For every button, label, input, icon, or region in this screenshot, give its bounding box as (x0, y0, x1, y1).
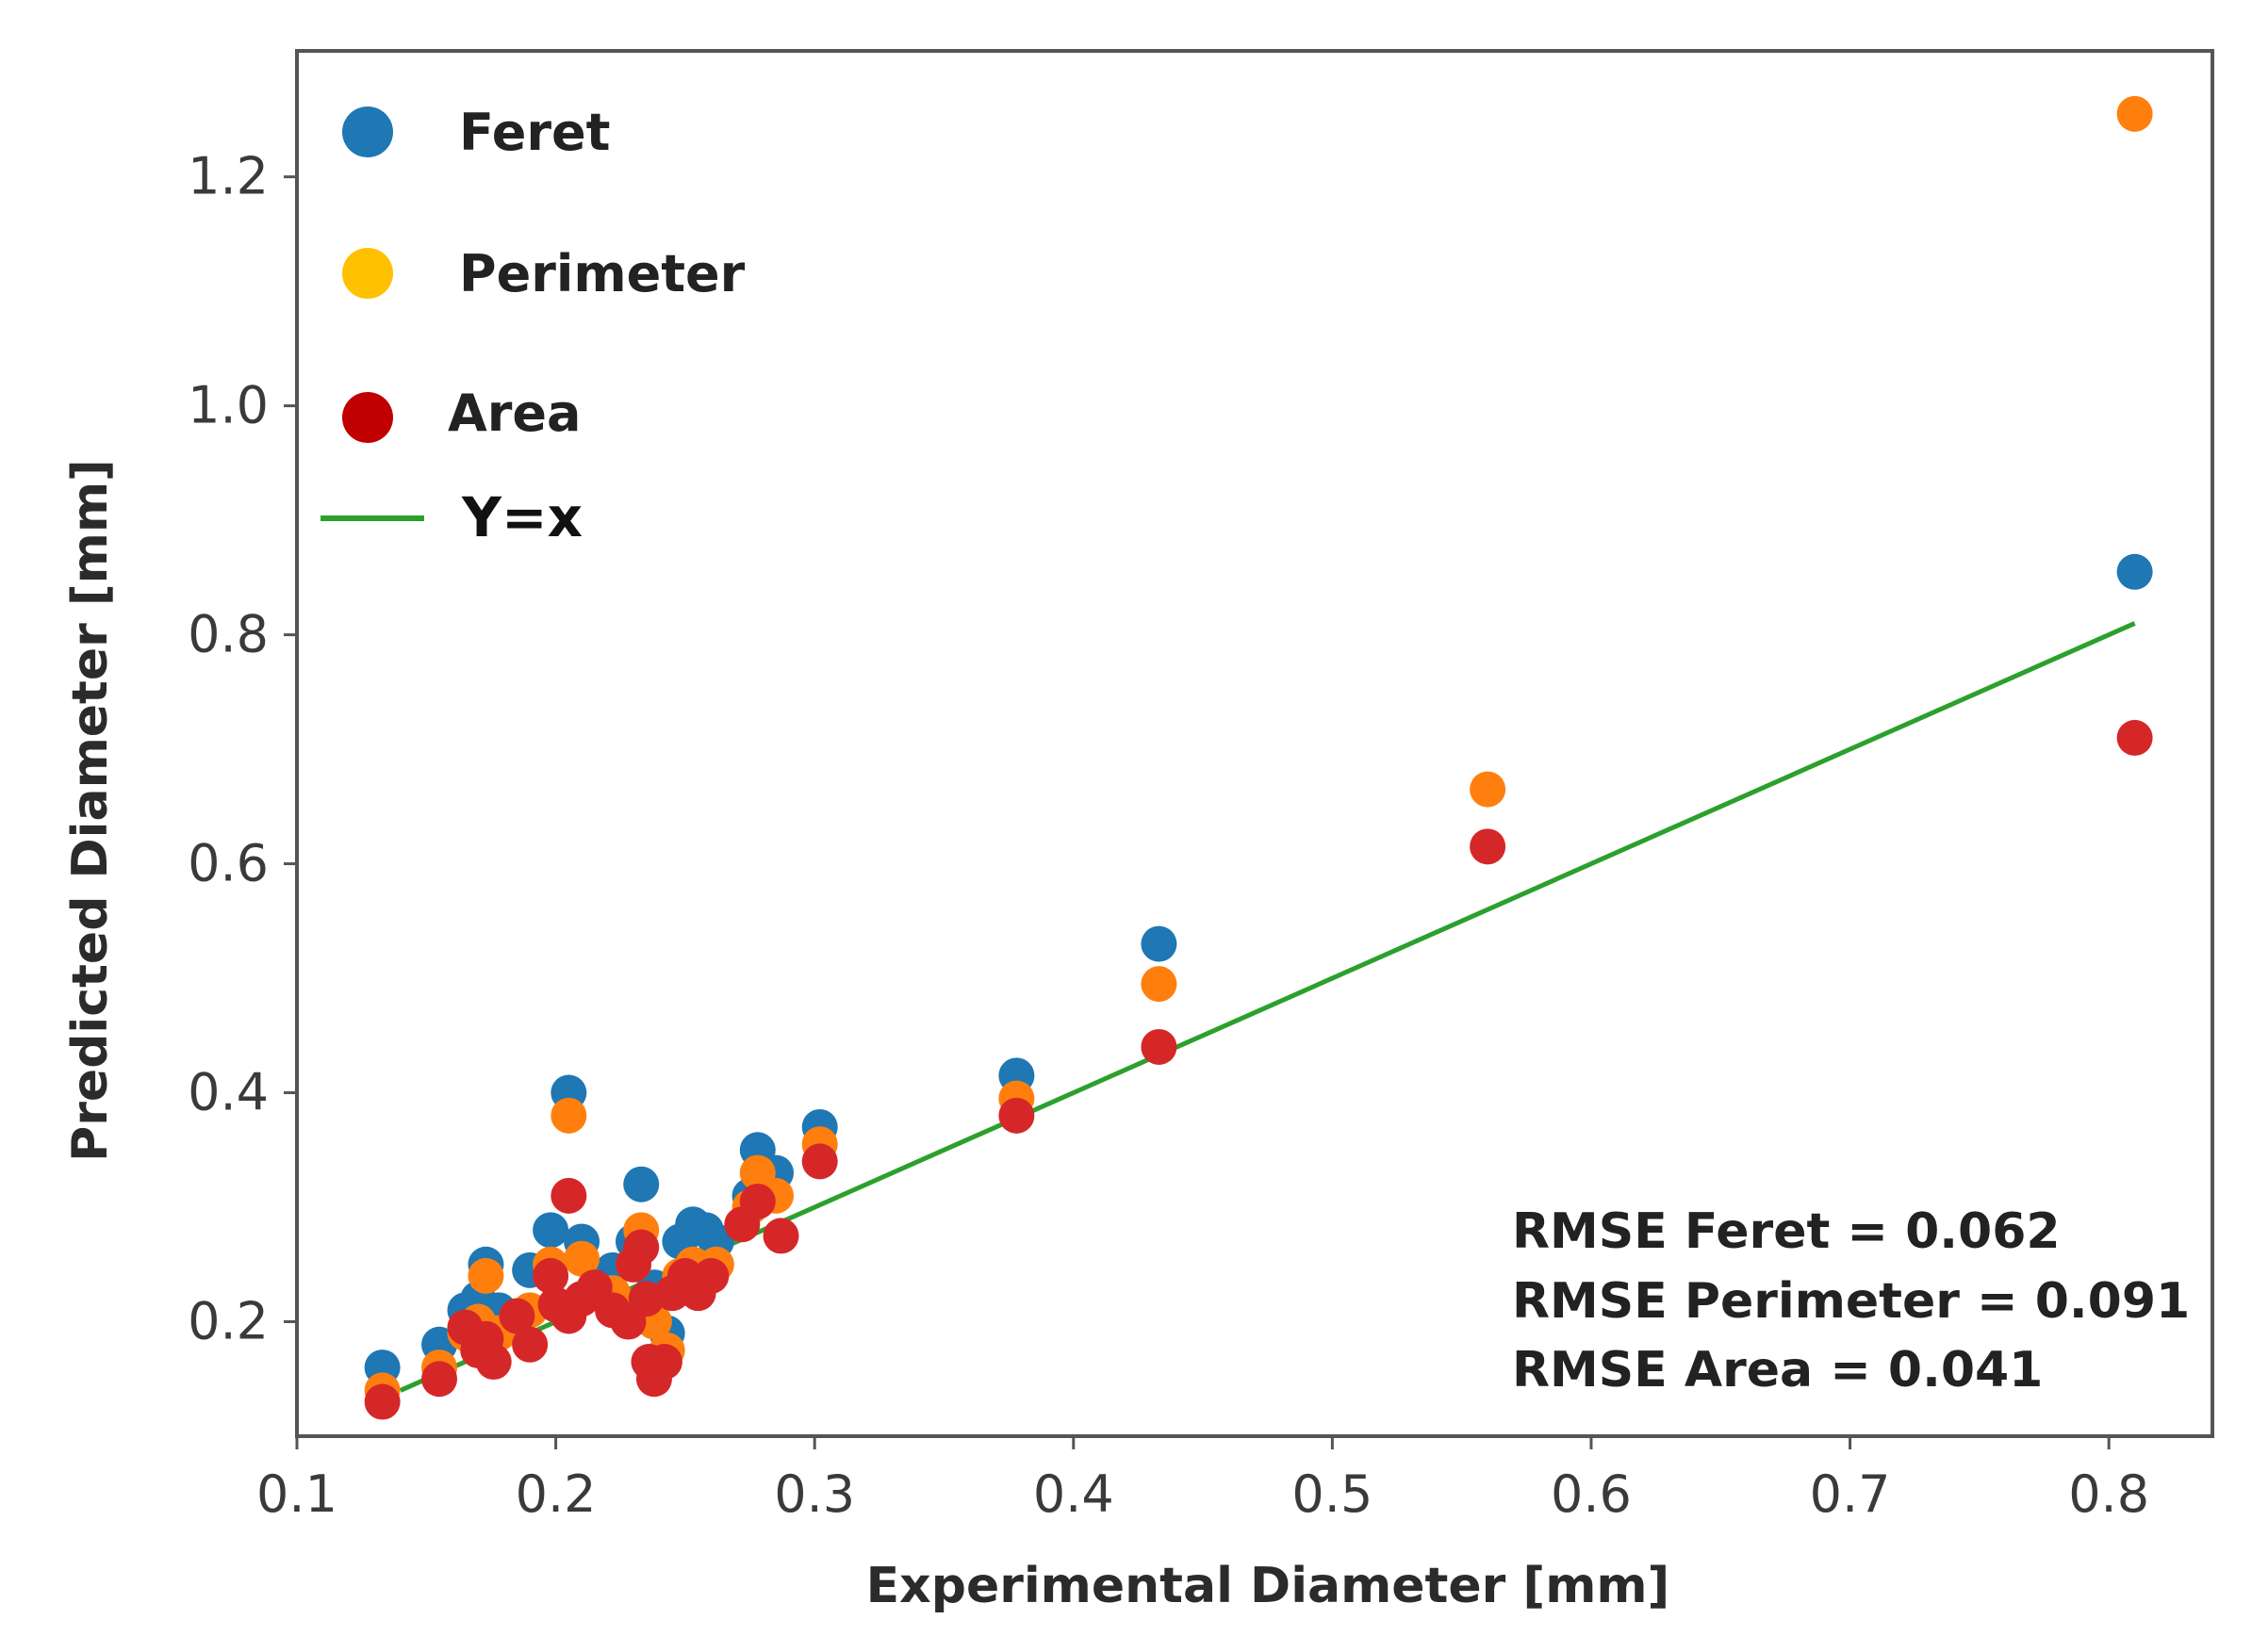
perimeter-point (1470, 771, 1506, 808)
x-tick-label: 0.4 (1033, 1464, 1114, 1524)
area-point (801, 1143, 838, 1180)
area-point (499, 1298, 535, 1334)
series-area (364, 719, 2153, 1420)
legend-marker-perimeter (342, 248, 393, 299)
perimeter-point (468, 1257, 504, 1294)
y-tick-label: 1.2 (188, 147, 269, 206)
area-point (2116, 719, 2153, 756)
area-point (364, 1383, 401, 1420)
legend-marker-feret (342, 106, 393, 157)
area-point (551, 1177, 587, 1214)
y-tick-label: 0.4 (188, 1063, 269, 1122)
data-points (364, 95, 2153, 1420)
plot-frame (295, 49, 2214, 1438)
area-point (739, 1183, 776, 1219)
area-point (763, 1218, 799, 1254)
x-axis-title: Experimental Diameter [mm] (866, 1558, 1670, 1614)
x-tick-label: 0.1 (256, 1464, 337, 1524)
area-point (693, 1257, 730, 1294)
rmse-area: RMSE Area = 0.041 (1512, 1342, 2043, 1398)
y-tick-label: 1.0 (188, 376, 269, 435)
area-point (512, 1326, 549, 1363)
rmse-perimeter: RMSE Perimeter = 0.091 (1512, 1273, 2190, 1330)
area-point (998, 1097, 1035, 1134)
y-tick-label: 0.2 (188, 1292, 269, 1351)
legend-marker-area (342, 392, 393, 443)
feret-point (2116, 553, 2153, 590)
y-tick-label: 0.8 (188, 605, 269, 664)
perimeter-point (2116, 95, 2153, 132)
feret-point (533, 1212, 569, 1249)
x-tick-label: 0.8 (2068, 1464, 2149, 1524)
feret-point (623, 1166, 660, 1202)
x-tick-label: 0.6 (1551, 1464, 1632, 1524)
x-tick-labels: 0.1 0.2 0.3 0.4 0.5 0.6 0.7 0.8 (256, 1464, 2149, 1524)
axis-ticks (284, 175, 2111, 1449)
area-point (623, 1229, 660, 1266)
legend-label-area: Area (448, 384, 582, 443)
rmse-annotations: RMSE Feret = 0.062 RMSE Perimeter = 0.09… (1512, 1203, 2190, 1398)
legend: Feret Perimeter Area Y=x (321, 103, 746, 549)
area-point (1470, 828, 1506, 865)
area-point (421, 1361, 458, 1398)
rmse-feret: RMSE Feret = 0.062 (1512, 1203, 2061, 1260)
x-tick-label: 0.5 (1291, 1464, 1373, 1524)
y-tick-labels: 0.2 0.4 0.6 0.8 1.0 1.2 (188, 147, 269, 1351)
y-tick-label: 0.6 (188, 834, 269, 893)
legend-label-perimeter: Perimeter (459, 244, 746, 303)
perimeter-point (564, 1240, 600, 1277)
legend-label-reference: Y=x (461, 485, 583, 549)
area-point (475, 1344, 512, 1381)
x-tick-label: 0.3 (774, 1464, 855, 1524)
feret-point (1141, 925, 1177, 962)
x-tick-label: 0.2 (516, 1464, 597, 1524)
perimeter-point (551, 1097, 587, 1134)
area-point (1141, 1028, 1177, 1065)
y-axis-title: Predicted Diameter [mm] (62, 459, 119, 1162)
perimeter-point (1141, 966, 1177, 1003)
x-tick-label: 0.7 (1810, 1464, 1891, 1524)
legend-label-feret: Feret (459, 103, 610, 162)
area-point (533, 1257, 569, 1294)
area-point (646, 1344, 682, 1381)
